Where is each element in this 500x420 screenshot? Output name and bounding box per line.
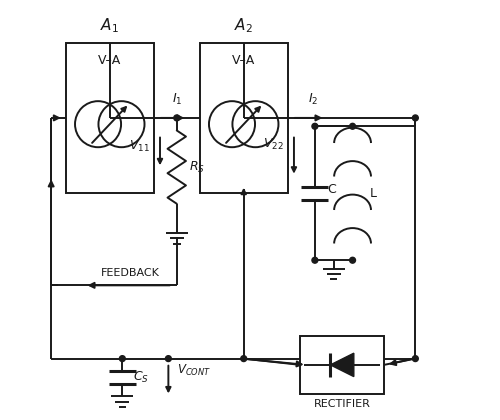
Circle shape <box>350 123 356 129</box>
Text: RECTIFIER: RECTIFIER <box>314 399 370 409</box>
Text: $A_2$: $A_2$ <box>234 16 253 35</box>
Circle shape <box>241 356 246 362</box>
Text: $A_1$: $A_1$ <box>100 16 119 35</box>
Text: $C_S$: $C_S$ <box>133 370 149 385</box>
Circle shape <box>120 356 126 362</box>
Circle shape <box>312 257 318 263</box>
Polygon shape <box>330 353 354 377</box>
Circle shape <box>412 356 418 362</box>
Text: V–A: V–A <box>98 54 122 67</box>
Circle shape <box>166 356 172 362</box>
Bar <box>200 42 288 193</box>
Bar <box>66 42 154 193</box>
Circle shape <box>312 123 318 129</box>
Circle shape <box>412 115 418 121</box>
Text: C: C <box>328 183 336 196</box>
Text: $I_2$: $I_2$ <box>308 92 318 108</box>
Circle shape <box>350 257 356 263</box>
Bar <box>300 336 384 394</box>
Text: $V_{22}$: $V_{22}$ <box>263 137 283 152</box>
Text: $V_{CONT}$: $V_{CONT}$ <box>176 363 210 378</box>
Text: V–A: V–A <box>232 54 256 67</box>
Text: $I_1$: $I_1$ <box>172 92 182 108</box>
Text: FEEDBACK: FEEDBACK <box>102 268 160 278</box>
Text: L: L <box>370 187 376 200</box>
Circle shape <box>174 115 180 121</box>
Text: $R_S$: $R_S$ <box>190 160 206 175</box>
Text: $V_{11}$: $V_{11}$ <box>128 139 150 154</box>
